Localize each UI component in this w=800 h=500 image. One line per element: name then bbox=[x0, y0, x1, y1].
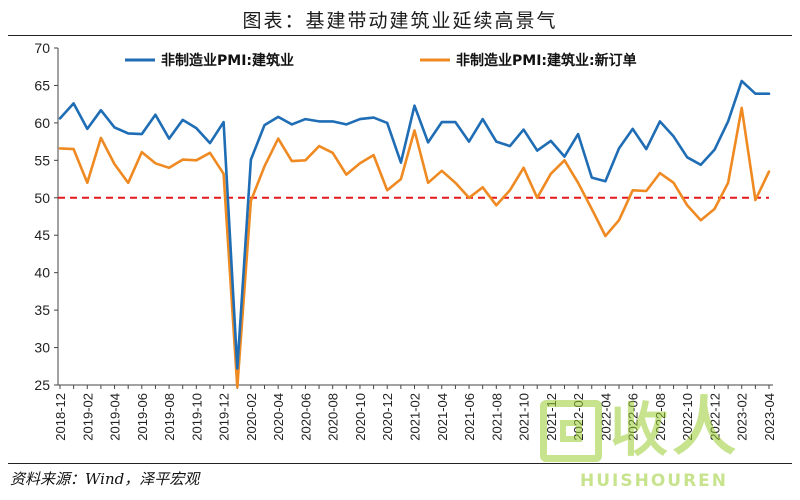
x-tick-label: 2020-08 bbox=[326, 393, 341, 441]
x-tick-label: 2021-02 bbox=[408, 393, 423, 441]
y-tick-label: 30 bbox=[34, 340, 50, 356]
x-tick-label: 2021-10 bbox=[517, 393, 532, 441]
legend-label-1: 非制造业PMI:建筑业 bbox=[161, 52, 294, 69]
x-tick-label: 2023-04 bbox=[762, 393, 777, 441]
y-tick-label: 50 bbox=[34, 190, 50, 206]
y-tick-label: 25 bbox=[34, 377, 50, 393]
y-tick-label: 40 bbox=[34, 265, 50, 281]
x-tick-label: 2020-10 bbox=[353, 393, 368, 441]
x-tick-label: 2019-02 bbox=[80, 393, 95, 441]
series-lines bbox=[58, 79, 771, 389]
source-note: 资料来源：Wind，泽平宏观 bbox=[10, 470, 200, 488]
chart-axes: 25 30 35 40 45 50 55 60 65 70 2018-12 2019-02 2019-0… bbox=[34, 40, 777, 441]
x-tick-label: 2020-02 bbox=[244, 393, 259, 441]
x-tick-label: 2019-06 bbox=[135, 393, 150, 441]
x-tick-label: 2019-10 bbox=[189, 393, 204, 441]
x-tick-label: 2022-10 bbox=[680, 393, 695, 441]
x-tick-label: 2019-08 bbox=[162, 393, 177, 441]
x-tick-label: 2020-12 bbox=[380, 393, 395, 441]
x-tick-label: 2021-04 bbox=[435, 393, 450, 441]
x-tick-label: 2019-12 bbox=[217, 393, 232, 441]
y-tick-label: 55 bbox=[34, 152, 50, 168]
y-tick-label: 35 bbox=[34, 302, 50, 318]
x-tick-label: 2023-02 bbox=[735, 393, 750, 441]
watermark-brand-text: HUISHOUREN bbox=[580, 471, 729, 491]
chart-legend: 非制造业PMI:建筑业 非制造业PMI:建筑业:新订单 bbox=[125, 52, 637, 69]
title-rule bbox=[8, 35, 792, 36]
x-tick-label: 2022-04 bbox=[598, 393, 613, 441]
x-tick-label: 2022-12 bbox=[707, 393, 722, 441]
x-tick-label: 2021-06 bbox=[462, 393, 477, 441]
x-tick-label: 2021-08 bbox=[489, 393, 504, 441]
legend-label-2: 非制造业PMI:建筑业:新订单 bbox=[456, 52, 637, 69]
watermark-brand-chars: 收 bbox=[610, 396, 669, 464]
x-tick-label: 2022-06 bbox=[626, 393, 641, 441]
watermark-box-icon bbox=[540, 400, 602, 462]
y-tick-label: 65 bbox=[34, 77, 50, 93]
y-tick-label: 60 bbox=[34, 115, 50, 131]
figure-title: 图表：基建带动建筑业延续高景气 bbox=[242, 10, 558, 32]
x-tick-label: 2020-06 bbox=[298, 393, 313, 441]
y-tick-label: 70 bbox=[34, 40, 50, 56]
x-tick-label: 2018-12 bbox=[53, 393, 68, 441]
x-tick-label: 2020-04 bbox=[271, 393, 286, 441]
watermark-logo: 收 人 HUISHOUREN bbox=[540, 395, 736, 495]
footer-rule bbox=[8, 463, 792, 464]
y-tick-label: 45 bbox=[34, 227, 50, 243]
series-line-1 bbox=[58, 79, 771, 370]
x-tick-label: 2019-04 bbox=[108, 393, 123, 441]
x-tick-label: 2022-08 bbox=[653, 393, 668, 441]
watermark-brand-symbol: 人 bbox=[672, 391, 736, 465]
series-line-2 bbox=[58, 106, 771, 389]
